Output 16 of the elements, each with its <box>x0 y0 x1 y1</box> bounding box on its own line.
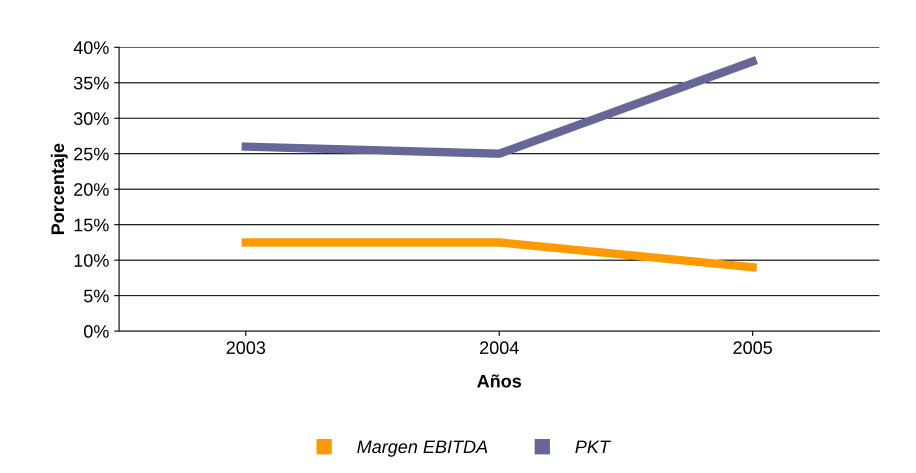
y-tick-label: 30% <box>74 112 109 125</box>
x-tick-label: 2003 <box>226 341 266 354</box>
y-tick-label: 25% <box>74 148 109 160</box>
x-tick-label: 2005 <box>733 341 772 354</box>
y-tick-label: 40% <box>74 41 109 54</box>
y-tick-label: 20% <box>74 183 109 196</box>
y-axis-title: Porcentaje <box>50 144 68 234</box>
y-tick-label: 15% <box>74 218 109 232</box>
legend-label: PKT <box>575 440 611 454</box>
y-tick-label: 35% <box>74 76 109 90</box>
y-tick-label: 0% <box>84 325 109 338</box>
legend-label: Margen EBITDA <box>357 440 488 457</box>
y-tick-label: 10% <box>74 254 109 267</box>
x-axis-title: Años <box>477 374 522 388</box>
x-tick-label: 2004 <box>480 341 519 354</box>
y-tick-label: 5% <box>84 290 109 302</box>
